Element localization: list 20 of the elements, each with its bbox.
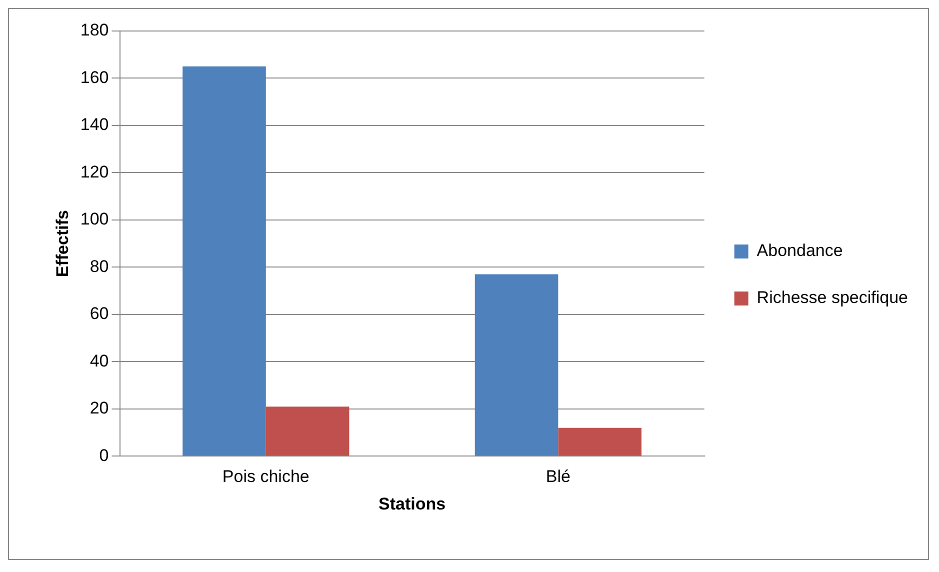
y-tick-label: 160 <box>80 68 109 87</box>
bar <box>182 66 266 456</box>
y-axis-title: Effectifs <box>52 210 72 278</box>
bar <box>474 274 558 456</box>
y-tick-label: 120 <box>80 162 109 182</box>
y-tick-label: 100 <box>80 210 109 229</box>
y-tick-label: 40 <box>90 351 109 370</box>
x-axis-title: Stations <box>378 494 446 514</box>
x-tick-label: Blé <box>546 467 570 486</box>
legend-label: Richesse specifique <box>756 288 908 308</box>
y-tick-label: 80 <box>90 256 109 276</box>
y-tick-label: 180 <box>80 20 109 40</box>
y-tick-label: 140 <box>80 115 109 134</box>
x-tick-label: Pois chiche <box>222 467 310 486</box>
bar <box>266 406 350 456</box>
y-tick-label: 0 <box>99 446 109 465</box>
y-tick-label: 60 <box>90 304 109 324</box>
bar <box>558 428 642 456</box>
y-tick-label: 20 <box>90 398 109 418</box>
legend-label: Abondance <box>756 241 843 260</box>
